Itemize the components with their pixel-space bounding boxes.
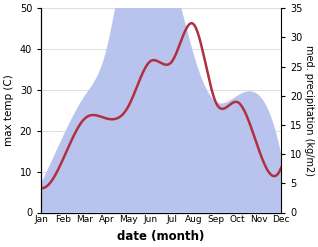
Y-axis label: med. precipitation (kg/m2): med. precipitation (kg/m2) xyxy=(304,45,314,176)
X-axis label: date (month): date (month) xyxy=(117,230,205,243)
Y-axis label: max temp (C): max temp (C) xyxy=(4,74,14,146)
